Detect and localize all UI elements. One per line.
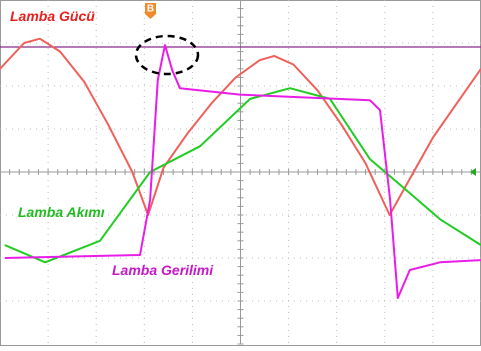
trigger-label: B bbox=[147, 4, 154, 15]
series-label: Lamba Akımı bbox=[18, 204, 105, 220]
page: {"chart_data": {"type": "line", "xlim": … bbox=[0, 0, 481, 351]
series-label: Lamba Gerilimi bbox=[112, 262, 214, 278]
series-label: Lamba Gücü bbox=[10, 8, 95, 24]
scope-screen: B Lamba Gücü Lamba Akımı Lamba Gerilimi bbox=[0, 0, 481, 351]
